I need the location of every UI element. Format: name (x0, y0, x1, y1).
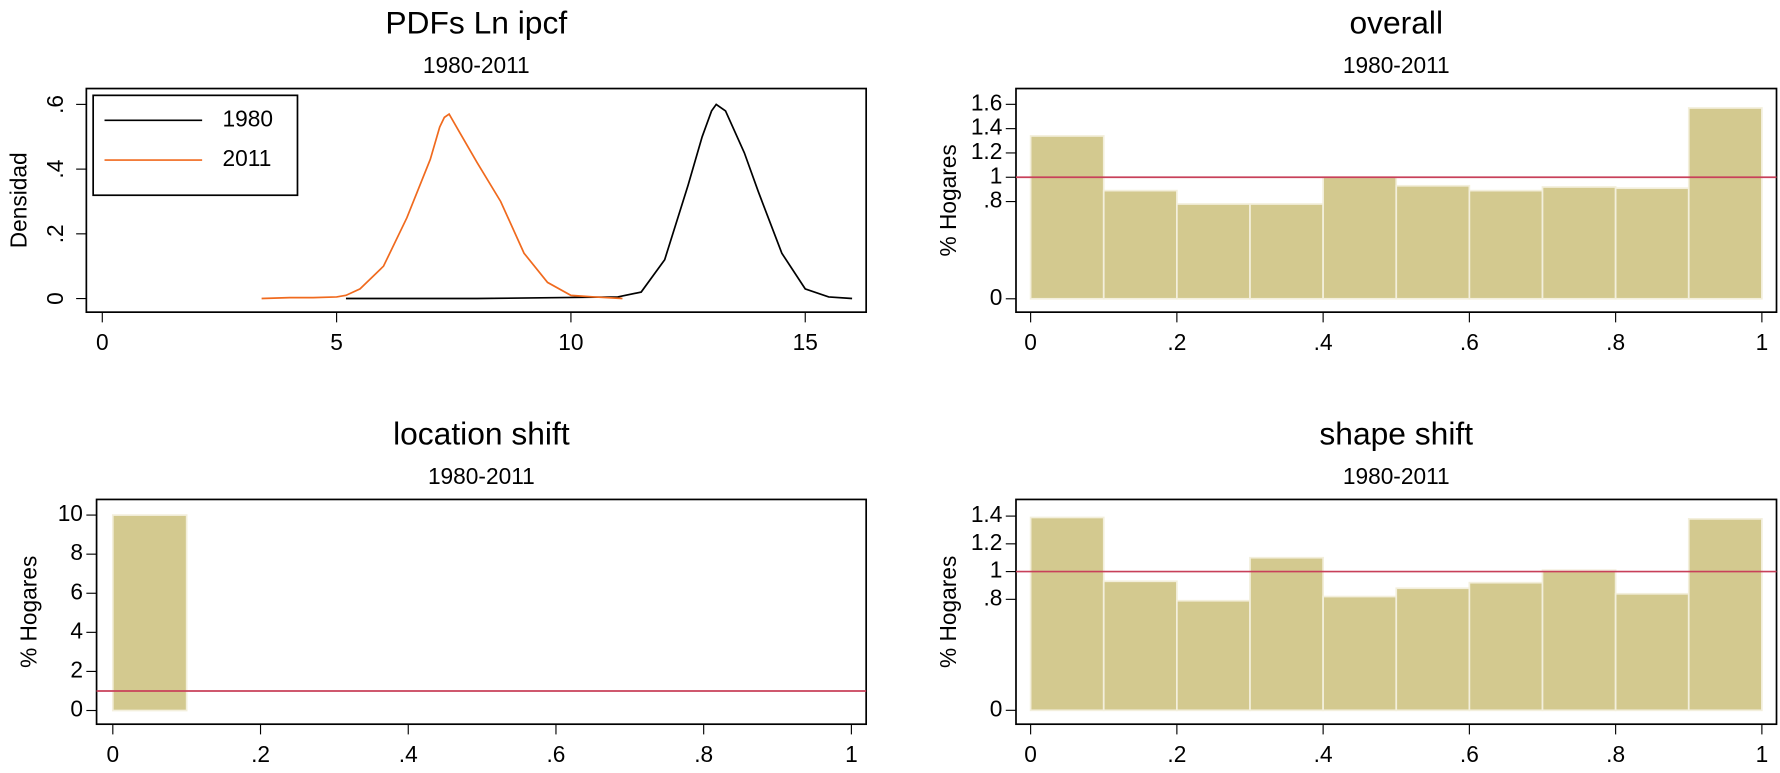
plot-frame (95, 498, 868, 726)
x-tick-label: .6 (547, 741, 566, 767)
legend-box (92, 94, 299, 197)
x-tick-label: 10 (558, 329, 583, 355)
bar (1687, 518, 1763, 712)
y-tick-label: .8 (983, 187, 1002, 213)
x-tick-label: 1 (1756, 329, 1769, 355)
density-line (261, 112, 623, 300)
y-axis-label: % Hogares (935, 144, 961, 256)
x-tick-label: .2 (251, 741, 270, 767)
y-tick-label: 6 (70, 578, 83, 604)
y-tick-label: 1.2 (971, 138, 1003, 164)
bar (1029, 135, 1105, 300)
y-tick-label: 10 (58, 500, 83, 526)
bar (1249, 556, 1324, 712)
y-tick-label: 1 (990, 557, 1003, 583)
bar (1614, 592, 1690, 712)
panel-subtitle: 1980-2011 (1343, 52, 1450, 78)
bar (1468, 581, 1544, 712)
x-tick-label: .4 (1314, 741, 1333, 767)
x-tick-label: .6 (1460, 329, 1479, 355)
bar (1395, 184, 1471, 300)
x-tick-label: 1 (1756, 741, 1769, 767)
panel-title: PDFs Ln ipcf (385, 4, 567, 40)
bar (1102, 580, 1178, 712)
y-tick-label: .2 (42, 224, 68, 243)
legend-label: 1980 (223, 105, 273, 131)
x-tick-label: .4 (399, 741, 418, 767)
x-tick-label: 0 (96, 329, 109, 355)
plot-frame (85, 87, 868, 314)
density-line (345, 103, 853, 300)
y-axis-label: Densidad (6, 152, 32, 248)
y-tick-label: 1.2 (971, 529, 1003, 555)
bar (1541, 186, 1617, 300)
y-tick-label: 1.4 (971, 114, 1003, 140)
y-tick-label: 4 (70, 617, 83, 643)
x-tick-label: .8 (1606, 741, 1625, 767)
y-tick-label: 0 (990, 695, 1003, 721)
bar (1687, 107, 1763, 300)
y-axis-label: % Hogares (935, 556, 961, 668)
panel-title: overall (1349, 4, 1443, 40)
bar (1102, 189, 1178, 300)
y-axis-label: % Hogares (16, 556, 42, 668)
x-tick-label: 5 (330, 329, 343, 355)
x-tick-label: .2 (1167, 741, 1186, 767)
y-tick-label: 0 (42, 292, 68, 305)
y-tick-label: .8 (983, 584, 1002, 610)
y-tick-label: 1.6 (971, 89, 1003, 115)
plot-frame (1015, 87, 1778, 314)
bar (1395, 587, 1471, 712)
y-tick-label: 1.4 (971, 501, 1003, 527)
bar (111, 514, 188, 712)
x-tick-label: 0 (1024, 329, 1037, 355)
x-tick-label: .2 (1167, 329, 1186, 355)
panel-subtitle: 1980-2011 (1343, 463, 1450, 489)
plot-frame (1015, 498, 1778, 726)
bar (1468, 189, 1544, 300)
panel-title: location shift (393, 415, 570, 451)
bar (1322, 176, 1398, 300)
bar (1176, 599, 1251, 712)
x-tick-label: .4 (1314, 329, 1333, 355)
panel: PDFs Ln ipcf 1980-2011 Densidad 0 5 10 15 0 .2 .4… (6, 4, 868, 355)
panel-title: shape shift (1319, 415, 1473, 451)
x-tick-label: 15 (793, 329, 818, 355)
bar (1322, 595, 1398, 712)
y-tick-label: 2 (70, 656, 83, 682)
y-tick-label: .4 (42, 160, 68, 179)
x-tick-label: 0 (107, 741, 120, 767)
bar (1614, 187, 1690, 300)
x-tick-label: .6 (1460, 741, 1479, 767)
y-tick-label: 0 (70, 696, 83, 722)
bar (1029, 516, 1105, 712)
panel-subtitle: 1980-2011 (428, 463, 535, 489)
y-tick-label: .6 (42, 95, 68, 114)
x-tick-label: .8 (1606, 329, 1625, 355)
y-tick-label: 1 (990, 162, 1003, 188)
bar (1176, 203, 1251, 300)
x-tick-label: 0 (1024, 741, 1037, 767)
panel-subtitle: 1980-2011 (423, 52, 530, 78)
x-tick-label: .8 (694, 741, 713, 767)
y-tick-label: 8 (70, 539, 83, 565)
bar (1541, 569, 1617, 712)
y-tick-label: 0 (990, 284, 1003, 310)
x-tick-label: 1 (845, 741, 858, 767)
bar (1249, 203, 1324, 300)
legend-label: 2011 (223, 145, 272, 171)
panel: location shift 1980-2011 % Hogares 0 .2 .4 .6.… (16, 415, 868, 767)
